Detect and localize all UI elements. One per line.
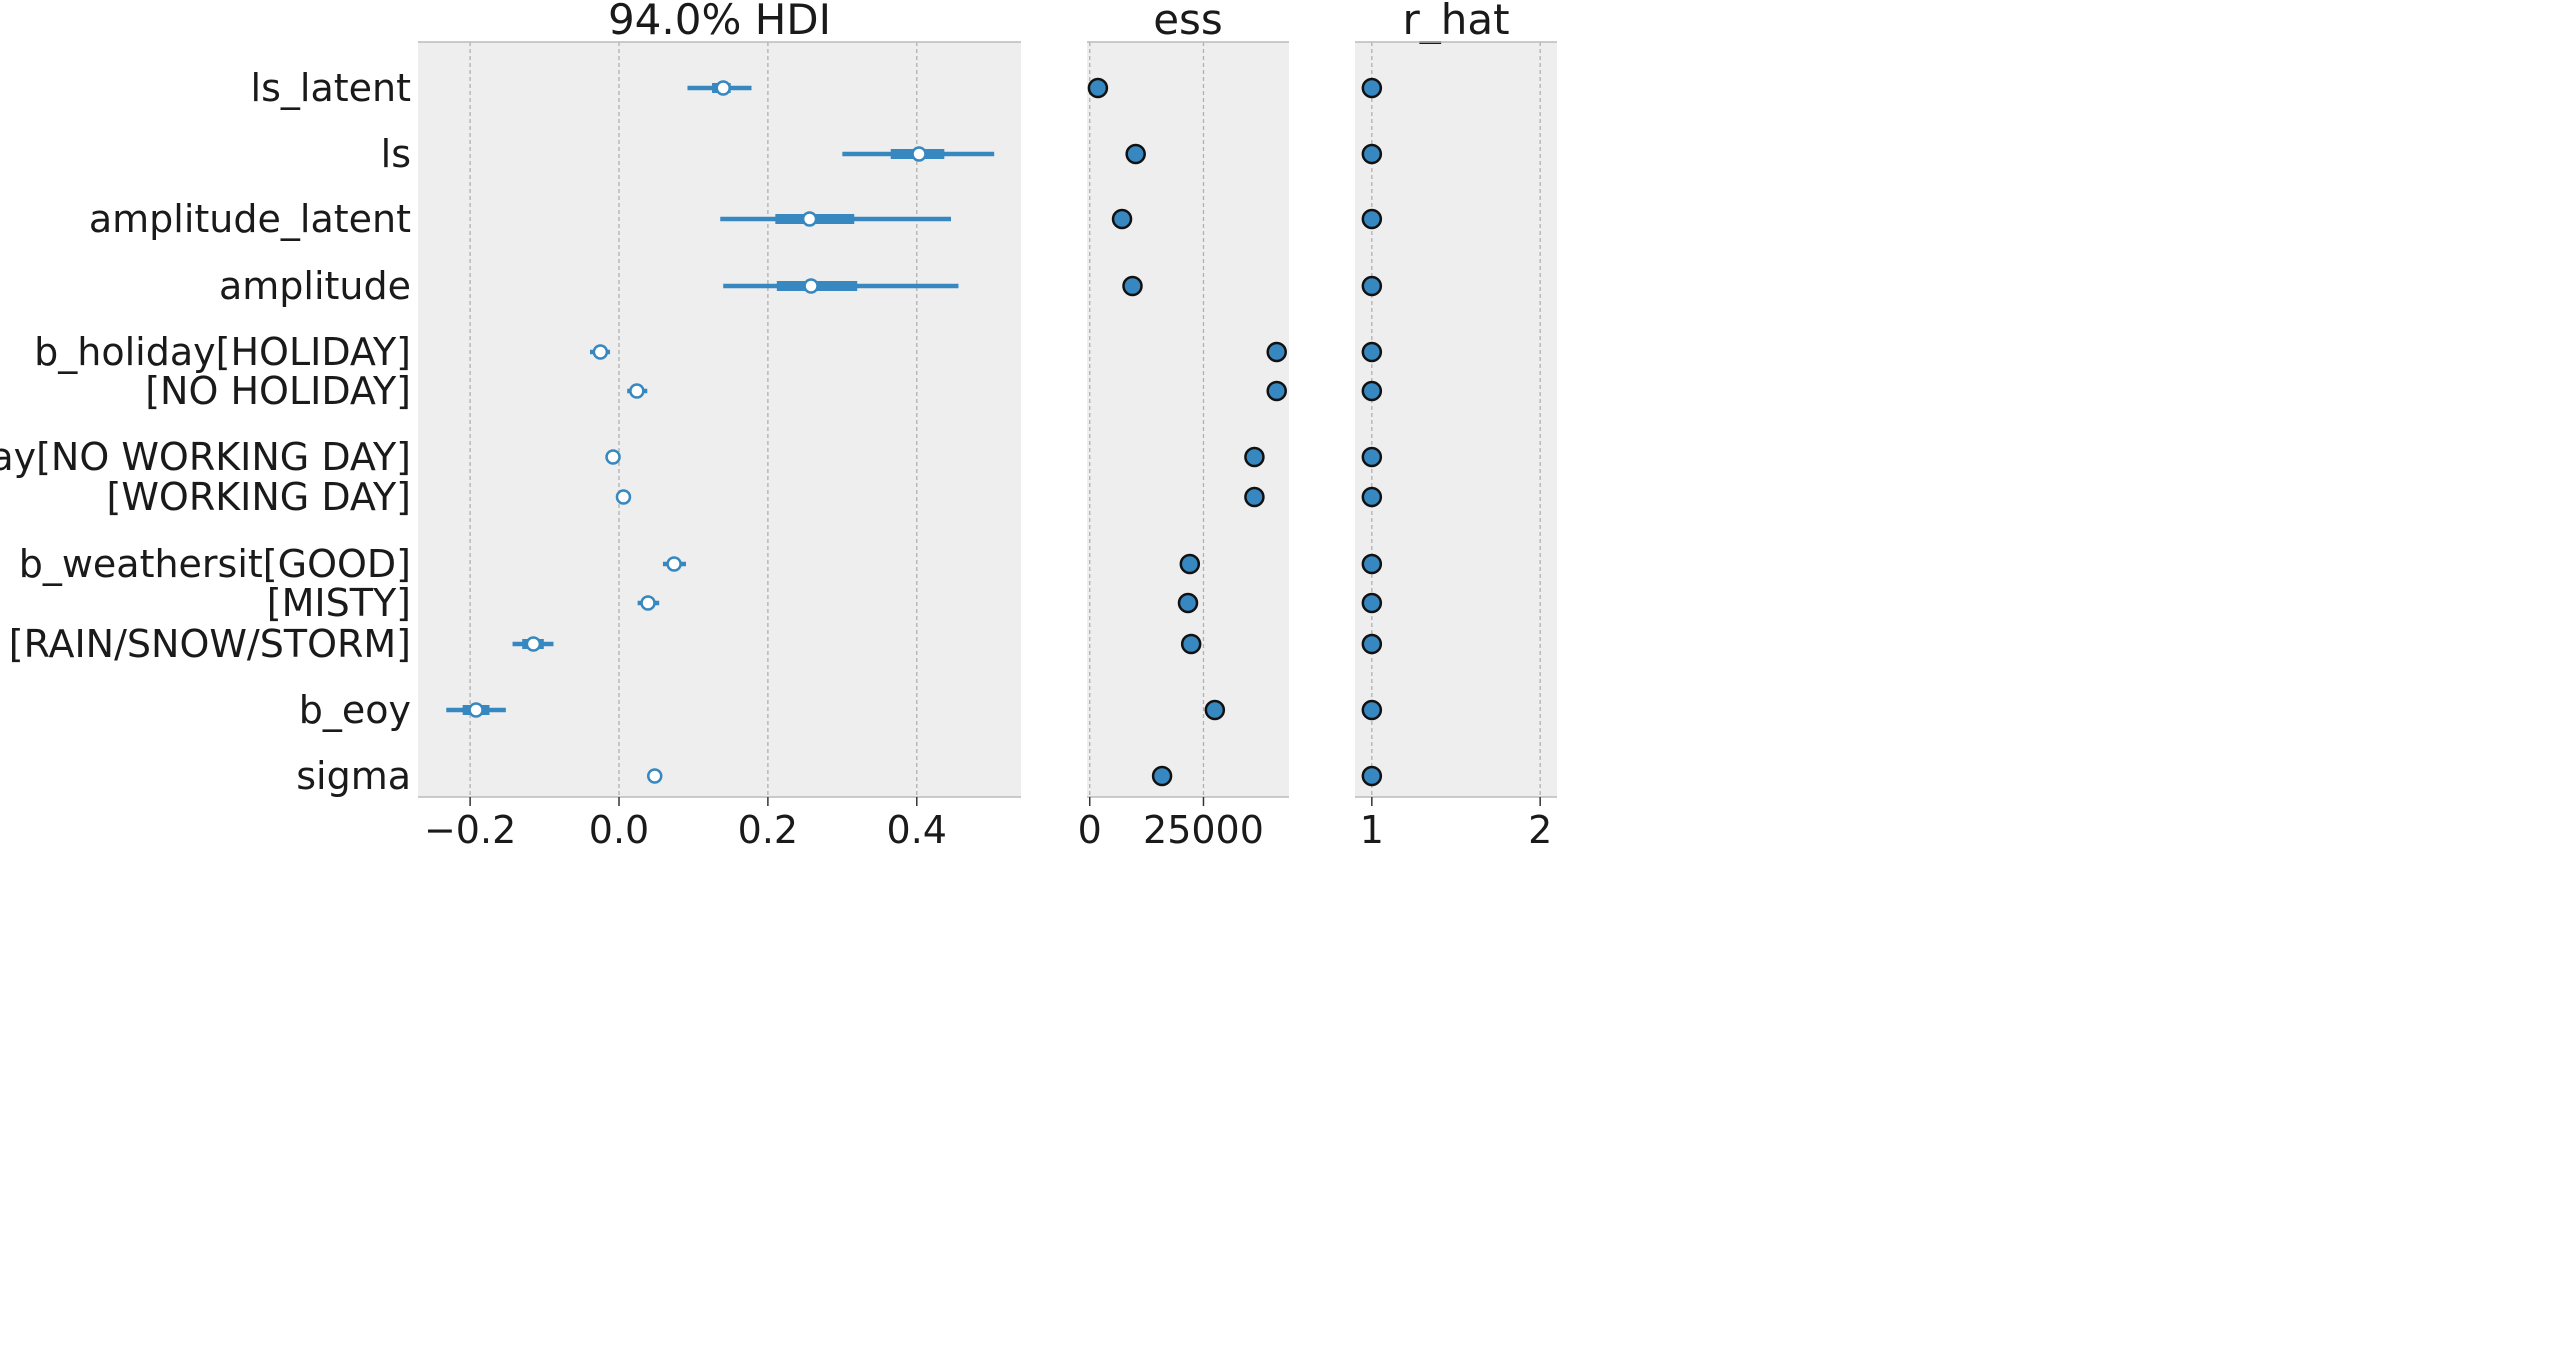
parameter-label: [MISTY] bbox=[267, 581, 411, 625]
parameter-label: [WORKING DAY] bbox=[107, 475, 411, 519]
rhat-panel-title: r_hat bbox=[1402, 0, 1509, 44]
parameter-label: amplitude_latent bbox=[89, 197, 411, 241]
ess-point bbox=[1177, 592, 1199, 614]
median-point bbox=[525, 636, 542, 652]
ess-point bbox=[1244, 446, 1265, 468]
ess-points bbox=[1087, 77, 1287, 787]
ess-tick-label: 25000 bbox=[1143, 808, 1264, 852]
hdi-tick-label: −0.2 bbox=[424, 808, 516, 852]
rhat-point bbox=[1361, 699, 1383, 721]
median-point bbox=[592, 344, 609, 360]
ess-panel: 0 25000 ess bbox=[1078, 0, 1289, 852]
rhat-point bbox=[1361, 633, 1383, 655]
ess-point bbox=[1244, 486, 1265, 508]
ess-axes-background bbox=[1087, 42, 1289, 797]
rhat-point bbox=[1361, 275, 1383, 297]
rhat-point bbox=[1361, 77, 1383, 99]
parameter-label: ls bbox=[381, 132, 411, 176]
rhat-axes-background bbox=[1355, 42, 1557, 797]
median-point bbox=[801, 211, 818, 227]
ess-point bbox=[1266, 341, 1287, 363]
rhat-tick-label: 2 bbox=[1528, 808, 1552, 852]
ess-x-ticks: 0 25000 bbox=[1078, 797, 1264, 852]
rhat-point bbox=[1361, 553, 1383, 575]
parameter-label: b_weathersit[GOOD] bbox=[19, 542, 411, 586]
hdi-tick-label: 0.4 bbox=[887, 808, 947, 852]
median-point bbox=[605, 449, 621, 465]
parameter-label: amplitude bbox=[219, 264, 411, 308]
median-point bbox=[715, 80, 731, 96]
parameter-label: [NO HOLIDAY] bbox=[145, 369, 411, 413]
rhat-point bbox=[1361, 341, 1383, 363]
rhat-tick-label: 1 bbox=[1360, 808, 1384, 852]
parameter-label: b_eoy bbox=[299, 688, 411, 732]
ess-point bbox=[1180, 633, 1202, 655]
hdi-axes-background bbox=[418, 42, 1021, 797]
hdi-panel-title: 94.0% HDI bbox=[608, 0, 831, 44]
rhat-point bbox=[1361, 380, 1383, 402]
ess-tick-label: 0 bbox=[1078, 808, 1102, 852]
hdi-tick-label: 0.2 bbox=[738, 808, 798, 852]
ess-point bbox=[1087, 77, 1109, 99]
parameter-label: ls_latent bbox=[251, 66, 411, 110]
parameter-label: b_holiday[HOLIDAY] bbox=[34, 330, 411, 374]
hdi-tick-label: 0.0 bbox=[589, 808, 649, 852]
median-point bbox=[629, 383, 645, 399]
median-point bbox=[803, 278, 819, 294]
rhat-point bbox=[1361, 208, 1383, 230]
rhat-point bbox=[1361, 446, 1383, 468]
hdi-x-ticks: −0.2 0.0 0.2 0.4 bbox=[424, 797, 947, 852]
ess-point bbox=[1266, 380, 1287, 402]
median-point bbox=[640, 595, 656, 611]
median-point bbox=[468, 702, 484, 718]
rhat-points bbox=[1361, 77, 1383, 787]
rhat-point bbox=[1361, 486, 1383, 508]
parameter-label: sigma bbox=[296, 754, 411, 798]
median-point bbox=[615, 489, 632, 505]
ess-panel-title: ess bbox=[1153, 0, 1223, 44]
hdi-intervals bbox=[446, 80, 995, 784]
ess-point bbox=[1125, 143, 1146, 165]
hdi-panel: −0.2 0.0 0.2 0.4 94.0% HDI bbox=[418, 0, 1021, 852]
median-point bbox=[911, 146, 927, 162]
median-point bbox=[666, 556, 682, 572]
rhat-point bbox=[1361, 765, 1383, 787]
ess-point bbox=[1111, 208, 1133, 230]
ess-point bbox=[1204, 699, 1226, 721]
ess-point bbox=[1122, 275, 1143, 297]
rhat-point bbox=[1361, 143, 1383, 165]
parameter-label: [RAIN/SNOW/STORM] bbox=[9, 622, 411, 666]
ess-point bbox=[1179, 553, 1201, 575]
median-point bbox=[646, 768, 663, 784]
parameter-label: b_workingday[NO WORKING DAY] bbox=[0, 435, 411, 479]
rhat-point bbox=[1361, 592, 1383, 614]
ess-point bbox=[1151, 765, 1173, 787]
